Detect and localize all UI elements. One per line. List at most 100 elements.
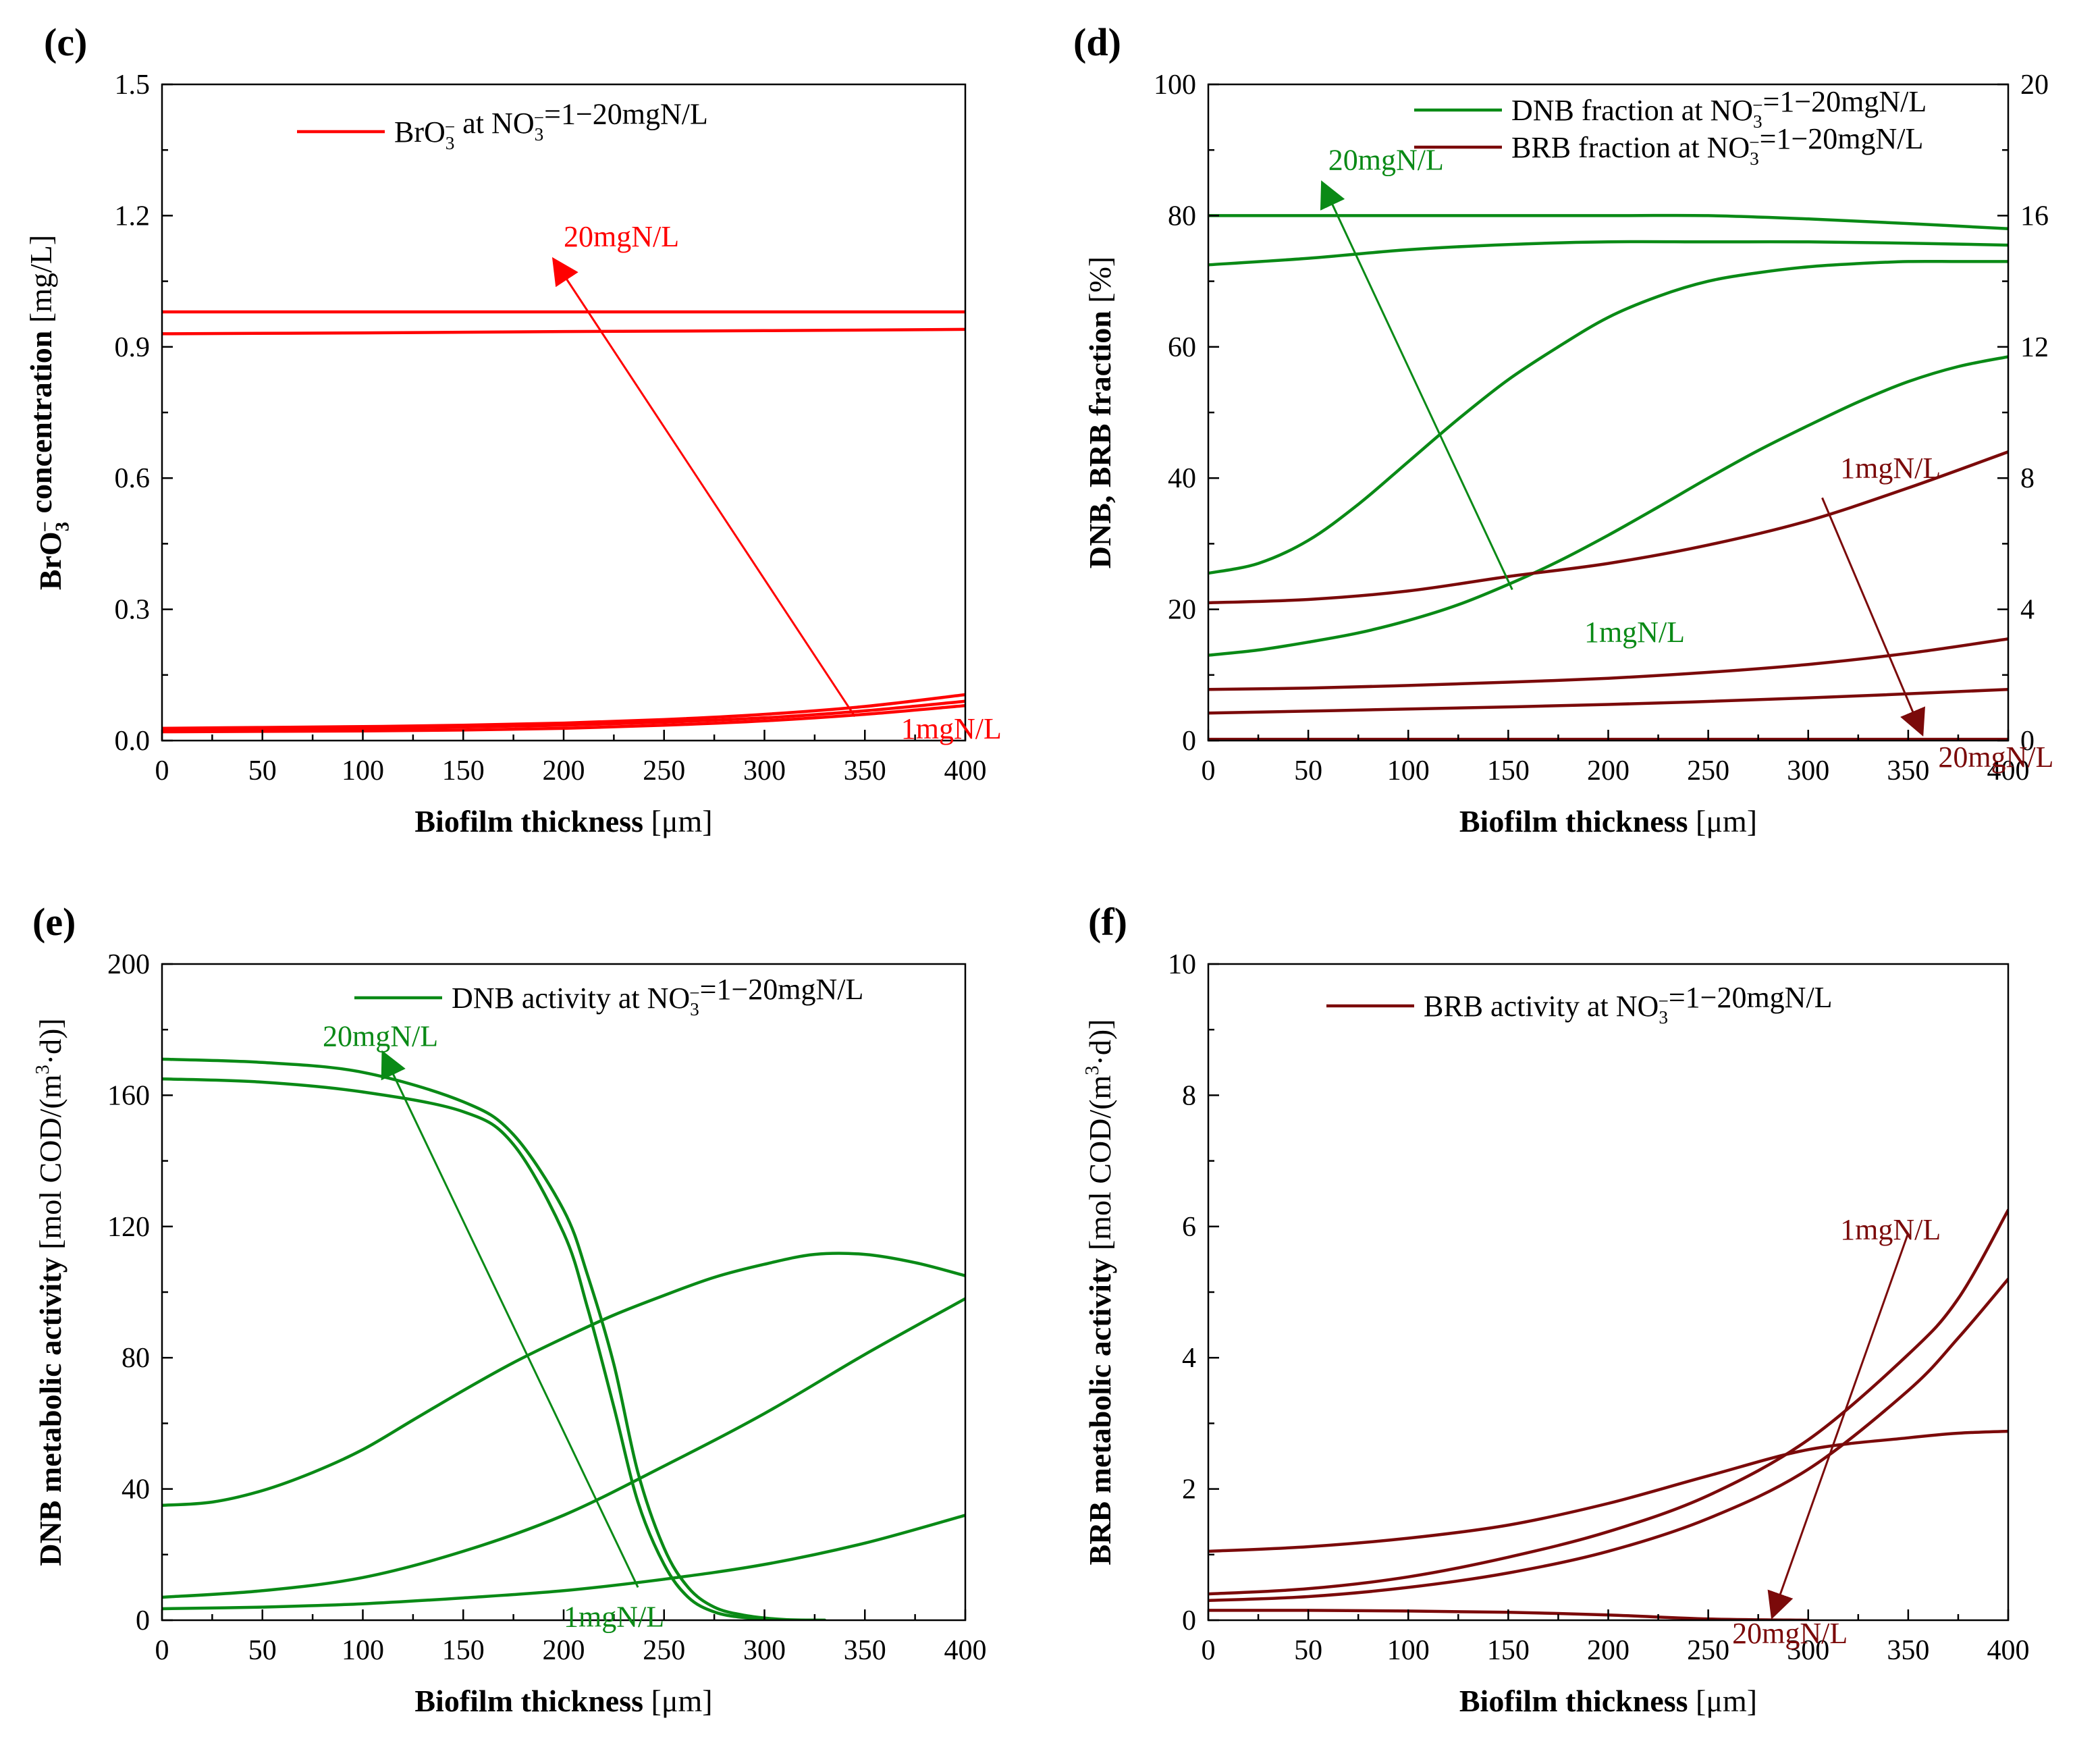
y-tick-label: 200	[107, 949, 150, 980]
y-tick-label: 0	[1182, 1605, 1196, 1636]
annotation-label: 20mgN/L	[564, 220, 679, 253]
plot-frame	[161, 83, 967, 742]
x-tick-label: 200	[543, 1635, 585, 1666]
series-line-1	[162, 1057, 827, 1620]
x-tick-label: 50	[1294, 1635, 1322, 1666]
series-group	[162, 1057, 965, 1620]
x-tick-label: 50	[1294, 755, 1322, 786]
x-tick-label: 350	[844, 1635, 886, 1666]
x-tick-label: 350	[1887, 1635, 1929, 1666]
annotation-label: 1mgN/L	[1840, 1213, 1941, 1246]
y-tick-label: 80	[1168, 201, 1196, 232]
x-tick-label: 250	[643, 755, 685, 786]
annotation-arrow	[1821, 497, 1925, 737]
chart-panel-3: 0 50 100 150 200 250 300 350 400 0 40 80 120 160 200 Bi…	[32, 900, 987, 1718]
y-tick-label: 40	[122, 1474, 150, 1505]
x-tick-label: 250	[1687, 755, 1729, 786]
x-tick-label: 400	[1987, 755, 2030, 786]
x-tick-label: 150	[442, 1635, 485, 1666]
annotation-arrow	[1767, 1233, 1910, 1620]
series-line-3	[162, 693, 965, 730]
annotation-label: 20mgN/L	[1328, 143, 1444, 176]
y-tick-label: 100	[1154, 70, 1196, 101]
x-tick-label: 200	[543, 755, 585, 786]
x-tick-label: 350	[1887, 755, 1929, 786]
y-axis-title: BRB metabolic activity [mol COD/(m3·d)]	[1082, 1019, 1117, 1566]
y-tick-label: 80	[122, 1343, 150, 1374]
x-tick-label: 300	[1787, 755, 1829, 786]
y-axis-title: BrO3− concentration [mg/L]	[24, 235, 73, 590]
y-right-tick-label: 16	[2020, 201, 2049, 232]
y-axis-title: DNB metabolic activity [mol COD/(m3·d)]	[32, 1018, 68, 1566]
y-right-tick-label: 8	[2020, 463, 2035, 494]
x-tick-label: 400	[944, 1635, 987, 1666]
x-tick-label: 400	[1987, 1635, 2030, 1666]
x-tick-label: 100	[342, 755, 384, 786]
y-tick-label: 2	[1182, 1474, 1196, 1505]
panel-label: (d)	[1073, 20, 1121, 64]
annotation-label: 1mgN/L	[901, 712, 1002, 745]
x-axis-title: Biofilm thickness [μm]	[1459, 1684, 1757, 1718]
x-tick-label: 250	[1687, 1635, 1729, 1666]
series-line-5	[162, 703, 965, 734]
annotation-label: 20mgN/L	[1732, 1617, 1848, 1650]
x-tick-label: 0	[1202, 1635, 1216, 1666]
series-line-5	[1208, 450, 2008, 605]
panel-label: (c)	[44, 20, 87, 64]
y-tick-label: 0	[1182, 726, 1196, 757]
x-tick-label: 250	[643, 1635, 685, 1666]
series-line-1	[1208, 213, 2008, 231]
x-tick-label: 100	[1387, 755, 1430, 786]
y-tick-label: 60	[1168, 332, 1196, 363]
series-group	[162, 310, 965, 734]
series-line-3	[162, 1252, 965, 1507]
chart-panel-1: 0 50 100 150 200 250 300 350 400 0.0 0.3 0.6 0.9 1.2 1…	[24, 20, 1002, 838]
series-line-3	[1208, 1429, 2008, 1553]
y-right-tick-label: 12	[2020, 332, 2049, 363]
panel-label: (f)	[1088, 900, 1127, 944]
series-group	[1208, 213, 2008, 741]
chart-panel-4: 0 50 100 150 200 250 300 350 400 0 2 4 6 8 10 Biofilm t…	[1082, 900, 2030, 1718]
series-line-4	[1208, 355, 2008, 657]
series-line-4	[162, 699, 965, 732]
x-axis-title: Biofilm thickness [μm]	[414, 1684, 712, 1718]
series-line-3	[1208, 259, 2008, 575]
series-line-7	[1208, 687, 2008, 715]
y-tick-label: 10	[1168, 949, 1196, 980]
y-tick-label: 120	[107, 1212, 150, 1243]
y-tick-label: 0.3	[115, 595, 151, 626]
y-right-tick-label: 20	[2020, 70, 2049, 101]
x-tick-label: 100	[342, 1635, 384, 1666]
x-tick-label: 50	[248, 755, 277, 786]
x-tick-label: 50	[248, 1635, 277, 1666]
annotation-label: 1mgN/L	[1584, 616, 1685, 649]
y-right-tick-label: 4	[2020, 595, 2035, 626]
chart-panel-2: 0 50 100 150 200 250 300 350 4000204060801000481…	[1073, 20, 2053, 838]
y-tick-label: 0	[136, 1605, 150, 1636]
x-tick-label: 150	[442, 755, 485, 786]
y-tick-label: 0.0	[115, 726, 151, 757]
x-tick-label: 300	[1787, 1635, 1829, 1666]
x-tick-label: 300	[743, 755, 786, 786]
y-tick-label: 1.5	[115, 70, 151, 101]
y-tick-label: 160	[107, 1080, 150, 1111]
panel-label: (e)	[32, 900, 76, 944]
x-tick-label: 200	[1587, 1635, 1630, 1666]
x-tick-label: 200	[1587, 755, 1630, 786]
y-tick-label: 40	[1168, 463, 1196, 494]
series-line-1	[1208, 1208, 2008, 1596]
series-line-6	[1208, 637, 2008, 691]
series-line-5	[162, 1514, 965, 1611]
series-line-2	[1208, 240, 2008, 267]
series-line-4	[162, 1297, 965, 1599]
y-tick-label: 0.6	[115, 463, 151, 494]
annotation-arrow	[551, 257, 856, 718]
x-tick-label: 150	[1487, 1635, 1530, 1666]
x-axis-title: Biofilm thickness [μm]	[1459, 804, 1757, 838]
x-tick-label: 0	[155, 755, 169, 786]
series-group	[1208, 1208, 2008, 1620]
annotation-label: 1mgN/L	[564, 1601, 664, 1634]
y-tick-label: 8	[1182, 1080, 1196, 1111]
x-tick-label: 150	[1487, 755, 1530, 786]
